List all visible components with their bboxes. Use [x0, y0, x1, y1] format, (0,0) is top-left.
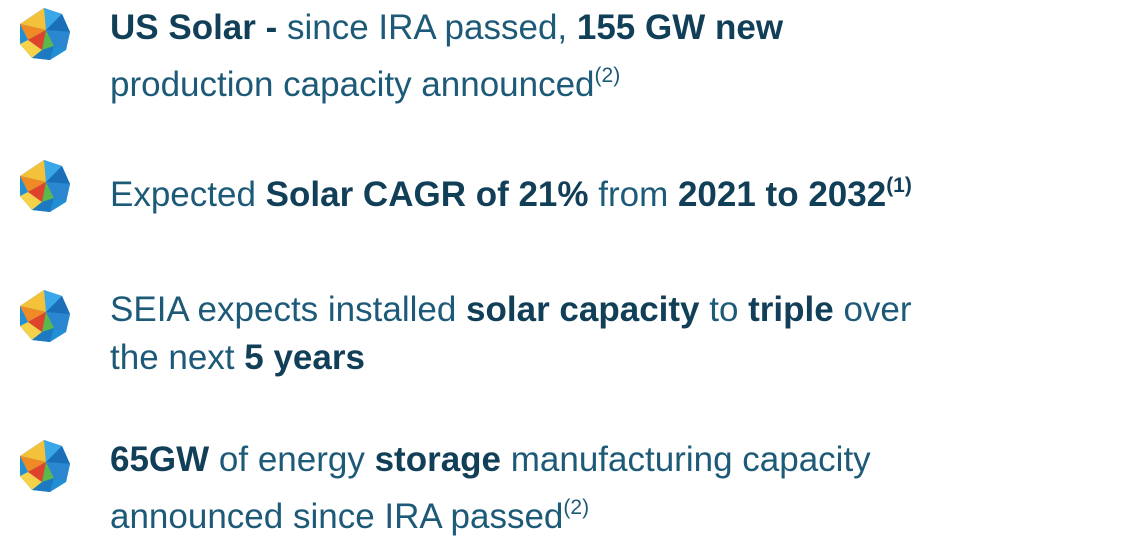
text-segment: manufacturing capacity: [501, 440, 871, 479]
text-line: the next 5 years: [110, 334, 1139, 382]
text-segment: since IRA passed,: [286, 8, 577, 47]
text-segment: over: [833, 290, 912, 329]
text-line: SEIA expects installed solar capacity to…: [110, 286, 1139, 334]
text-segment: to: [699, 290, 749, 329]
text-segment: from: [588, 175, 678, 214]
text-line: US Solar - since IRA passed, 155 GW new: [110, 4, 1139, 52]
bullet-text: 65GW of energy storage manufacturing cap…: [110, 436, 1139, 541]
text-segment: 155 GW new: [576, 8, 784, 47]
bullet-icon: [20, 290, 70, 342]
text-segment: triple: [748, 290, 834, 329]
bullet-icon: [20, 8, 70, 60]
text-line: announced since IRA passed(2): [110, 484, 1139, 541]
text-segment: of energy: [209, 440, 375, 479]
text-segment: solar capacity: [466, 290, 700, 329]
bullet-icon: [20, 440, 70, 492]
text-segment: Solar CAGR of 21%: [265, 175, 589, 214]
bullet-text: Expected Solar CAGR of 21% from 2021 to …: [110, 162, 1139, 219]
text-segment: 65GW: [110, 440, 210, 479]
text-segment: production capacity announced: [110, 65, 595, 104]
text-segment: (2): [563, 496, 590, 519]
text-segment: 2021 to 2032: [677, 175, 887, 214]
text-segment: US Solar -: [110, 8, 287, 47]
text-segment: (1): [886, 174, 912, 197]
text-line: 65GW of energy storage manufacturing cap…: [110, 436, 1139, 484]
text-segment: the next: [110, 338, 245, 377]
bullet-icon: [20, 160, 70, 212]
text-segment: SEIA expects installed: [110, 290, 467, 329]
bullet-text: US Solar - since IRA passed, 155 GW new p…: [110, 4, 1139, 109]
text-segment: 5 years: [244, 338, 365, 377]
text-line: Expected Solar CAGR of 21% from 2021 to …: [110, 162, 1139, 219]
text-line: production capacity announced(2): [110, 52, 1139, 109]
text-segment: Expected: [110, 175, 266, 214]
text-segment: (2): [594, 64, 621, 87]
text-segment: announced since IRA passed: [110, 497, 564, 536]
text-segment: storage: [374, 440, 502, 479]
bullet-text: SEIA expects installed solar capacity to…: [110, 286, 1139, 382]
